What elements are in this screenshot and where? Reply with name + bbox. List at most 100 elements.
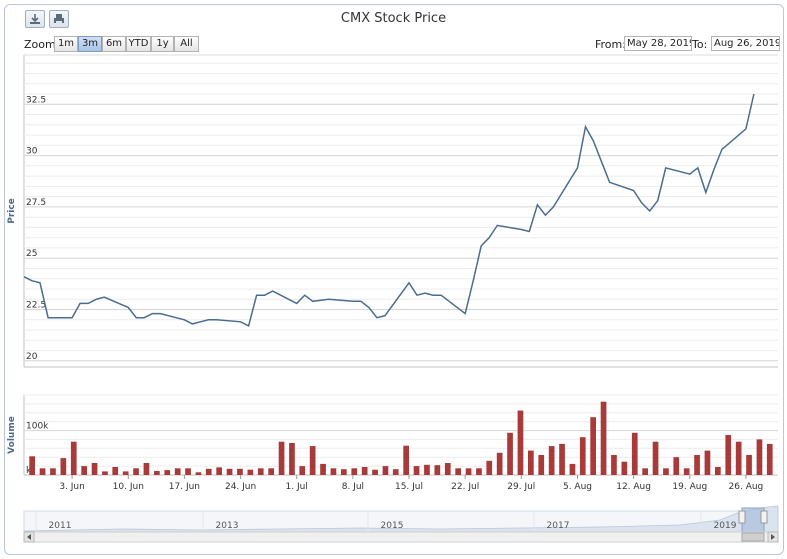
volume-bar[interactable] [143, 463, 150, 475]
volume-bar[interactable] [559, 443, 565, 475]
volume-bar[interactable] [444, 463, 451, 475]
volume-bar[interactable] [621, 461, 628, 475]
zoom-button-3m[interactable]: 3m [78, 36, 102, 52]
scrollbar-thumb[interactable] [741, 532, 765, 542]
x-tick-label: 3. Jun [59, 482, 85, 492]
volume-bar[interactable] [434, 465, 441, 475]
volume-bar[interactable] [548, 446, 555, 475]
zoom-button-all[interactable]: All [174, 36, 199, 52]
volume-bar[interactable] [569, 463, 576, 475]
volume-bar[interactable] [746, 455, 752, 475]
volume-bar[interactable] [392, 469, 399, 475]
volume-bar[interactable] [673, 457, 680, 475]
volume-bar[interactable] [216, 467, 222, 475]
volume-bar[interactable] [237, 468, 243, 475]
volume-bar[interactable] [268, 468, 274, 475]
volume-bar[interactable] [195, 472, 202, 475]
volume-bar[interactable] [455, 468, 461, 475]
volume-bar[interactable] [102, 471, 108, 475]
volume-bar[interactable] [299, 466, 306, 475]
zoom-button-ytd[interactable]: YTD [126, 36, 151, 52]
volume-bar[interactable] [309, 446, 316, 475]
download-button[interactable] [25, 10, 45, 28]
volume-bar[interactable] [403, 445, 409, 475]
volume-bar[interactable] [330, 468, 337, 475]
volume-bar[interactable] [341, 469, 347, 475]
volume-bar[interactable] [361, 467, 368, 475]
chart-title: CMX Stock Price [340, 11, 447, 26]
volume-bar[interactable] [476, 468, 482, 475]
zoom-button-1y[interactable]: 1y [151, 36, 174, 52]
volume-bar[interactable] [694, 455, 700, 475]
volume-bar[interactable] [766, 443, 773, 475]
download-icon [30, 14, 40, 24]
x-tick-label: 8. Jul [342, 482, 364, 492]
volume-bar[interactable] [382, 466, 389, 475]
price-series-line[interactable] [23, 93, 755, 327]
price-grid [24, 62, 778, 362]
volume-bar[interactable] [413, 466, 420, 475]
volume-bar[interactable] [372, 469, 378, 475]
volume-bar[interactable] [164, 470, 171, 475]
volume-bar[interactable] [247, 469, 254, 475]
volume-bar[interactable] [611, 455, 617, 475]
print-icon [54, 14, 64, 24]
range-to-input[interactable]: Aug 26, 2019 [711, 36, 780, 51]
volume-bar[interactable] [579, 437, 586, 475]
volume-bar[interactable] [29, 456, 35, 475]
volume-bar[interactable] [756, 439, 763, 475]
navigator-series [23, 505, 779, 533]
volume-y-tick-label: 100k [26, 422, 49, 432]
x-tick-label: 29. Jul [507, 482, 535, 492]
volume-bar[interactable] [465, 468, 472, 475]
volume-bar[interactable] [91, 463, 98, 475]
volume-bar[interactable] [486, 460, 493, 475]
volume-bar[interactable] [122, 471, 129, 475]
volume-bar[interactable] [496, 452, 503, 475]
range-from-input[interactable]: May 28, 2019 [624, 36, 692, 51]
volume-bar[interactable] [112, 467, 119, 475]
volume-bar[interactable] [663, 468, 669, 475]
volume-bar[interactable] [320, 463, 326, 475]
print-button[interactable] [49, 10, 69, 28]
x-tick-label: 15. Jul [395, 482, 423, 492]
volume-bar[interactable] [174, 468, 181, 475]
volume-bar[interactable] [507, 432, 513, 475]
navigator-right-handle[interactable] [760, 510, 768, 524]
volume-bar[interactable] [81, 466, 87, 475]
volume-bar[interactable] [257, 468, 264, 475]
volume-bar[interactable] [205, 468, 212, 475]
volume-bar[interactable] [50, 468, 56, 475]
zoom-button-1m[interactable]: 1m [54, 36, 78, 52]
volume-bar[interactable] [517, 410, 524, 475]
volume-bar[interactable] [725, 435, 732, 475]
volume-y-tick-labels: k 100k [26, 422, 49, 476]
volume-bar[interactable] [351, 468, 358, 475]
volume-bar[interactable] [185, 468, 191, 475]
volume-bar[interactable] [226, 468, 233, 475]
volume-bar[interactable] [528, 450, 534, 475]
volume-bar[interactable] [704, 450, 711, 475]
volume-bar[interactable] [715, 467, 721, 475]
scrollbar-track[interactable] [23, 531, 779, 543]
volume-bar[interactable] [289, 443, 295, 475]
volume-bar[interactable] [154, 471, 160, 475]
volume-bar[interactable] [70, 441, 77, 475]
volume-bar[interactable] [39, 468, 46, 475]
volume-bar[interactable] [590, 417, 596, 475]
volume-bar[interactable] [683, 468, 690, 475]
x-axis-ticks: 3. Jun 10. Jun 17. Jun 24. Jun 1. Jul 8. Jul 1… [59, 475, 763, 492]
volume-bar[interactable] [652, 441, 659, 475]
volume-bar[interactable] [424, 464, 430, 475]
zoom-button-6m[interactable]: 6m [102, 36, 126, 52]
volume-bar[interactable] [538, 455, 545, 475]
volume-bar[interactable] [642, 468, 648, 475]
volume-bar[interactable] [60, 458, 67, 475]
scroll-left-icon [27, 534, 31, 540]
volume-bar[interactable] [600, 401, 607, 475]
volume-bar[interactable] [631, 432, 638, 475]
volume-bar[interactable] [278, 441, 285, 475]
navigator-left-handle[interactable] [738, 510, 746, 524]
volume-bar[interactable] [735, 441, 742, 475]
volume-bar[interactable] [133, 468, 139, 475]
